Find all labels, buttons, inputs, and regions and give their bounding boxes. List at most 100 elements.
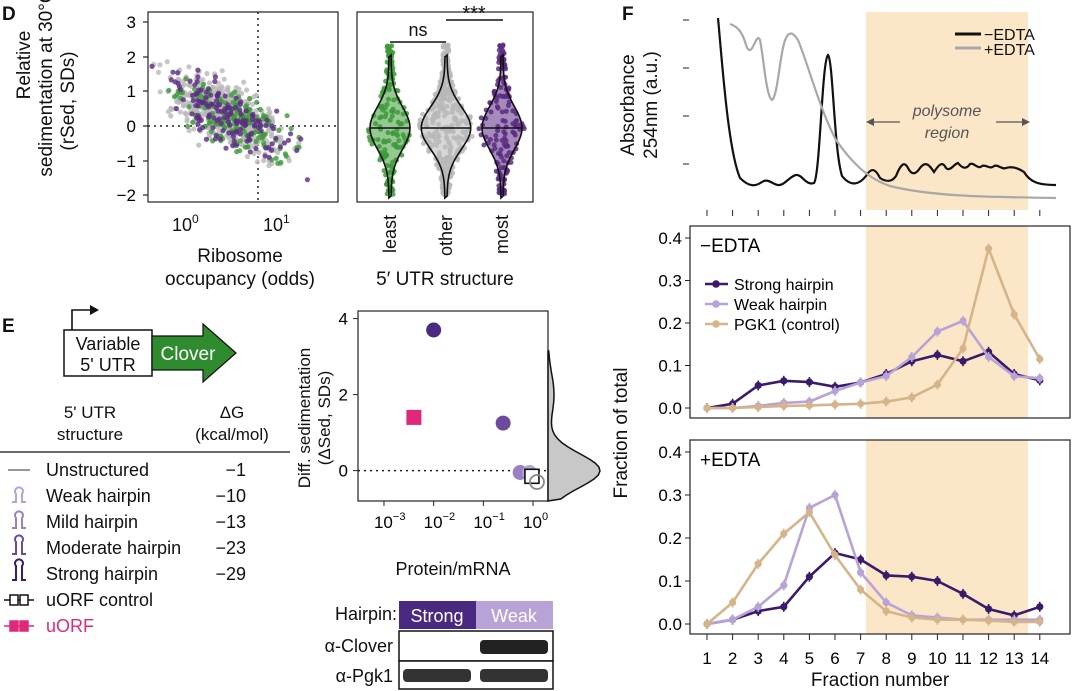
d-violin-shape — [481, 53, 523, 200]
d-scatter-point — [244, 87, 250, 93]
f-series-line — [707, 244, 1041, 410]
f-legend-label: Weak hairpin — [734, 297, 827, 314]
d-scatter-point — [173, 106, 179, 112]
d-cat-other: other — [436, 215, 456, 256]
e-table-row-name: Strong hairpin — [46, 564, 158, 584]
f-series-point — [780, 377, 788, 385]
f-polysome-shade — [866, 440, 1028, 634]
f-legend-plus: +EDTA — [984, 42, 1035, 59]
e-ylabel-2: (ΔSed, SDs) — [315, 371, 334, 466]
e-blot-weak: Weak — [491, 606, 538, 626]
d-sig-ns: ns — [408, 20, 427, 40]
f-legend-marker — [712, 320, 720, 328]
e-construct-box-2: 5' UTR — [80, 355, 135, 375]
f-series-point — [1036, 618, 1044, 626]
e-table-row-dg: −10 — [215, 486, 246, 506]
d-scatter-point — [253, 145, 259, 151]
d-scatter-point — [237, 131, 243, 137]
d-scatter-point — [233, 100, 239, 106]
d-violin-point — [369, 141, 375, 147]
f-ytick-label: 0.0 — [658, 615, 682, 634]
d-scatter-point — [217, 102, 223, 108]
f-series-point — [780, 581, 788, 589]
d-scatter-point — [206, 104, 212, 110]
e-xtick-label: 10−2 — [424, 511, 455, 532]
e-table-row-dg: −13 — [215, 512, 246, 532]
d-scatter-point — [197, 127, 203, 133]
d-violin-shape — [420, 53, 472, 200]
d-scatter-point — [231, 138, 237, 144]
e-point-moderate-hairpin — [495, 415, 511, 431]
d-scatter-point — [247, 149, 253, 155]
d-ytick-label: 3 — [127, 13, 136, 32]
e-point-strong-hairpin — [426, 322, 442, 338]
d-scatter-point — [247, 95, 253, 102]
d-scatter-point — [298, 136, 304, 142]
e-xlabel: Protein/mRNA — [395, 559, 510, 579]
panel-label-f: F — [622, 4, 634, 25]
f-panel-title: +EDTA — [700, 450, 761, 471]
f-legend-label: PGK1 (control) — [734, 317, 840, 334]
f-panel-title: −EDTA — [700, 236, 761, 257]
d-scatter-point — [192, 86, 198, 92]
d-scatter-point — [281, 140, 288, 146]
d-scatter-point — [174, 98, 180, 105]
d-scatter-point — [278, 159, 284, 165]
d-scatter-point — [237, 107, 243, 113]
f-ytick-label: 0.3 — [658, 272, 682, 291]
f-series-line — [706, 551, 1041, 626]
d-cat-least: least — [380, 215, 400, 253]
f-series-line — [707, 319, 1040, 410]
clover-arrow-icon — [151, 322, 237, 384]
d-scatter-point — [211, 115, 217, 121]
d-scatter-point — [274, 108, 280, 114]
f-trace-ylabel-1: Absorbance — [618, 54, 639, 155]
f-series-point — [754, 560, 762, 568]
weak-hairpin-icon — [12, 486, 26, 503]
d-scatter-point — [261, 158, 267, 164]
f-legend-minus: −EDTA — [984, 27, 1035, 44]
f-xtick-label: 14 — [1030, 649, 1049, 668]
d-scatter-point — [195, 98, 201, 104]
e-table-row-name: Unstructured — [46, 460, 149, 480]
e-marginal-density — [547, 350, 601, 502]
e-xtick-label: 10−3 — [374, 511, 405, 532]
d-scatter-point — [250, 101, 256, 107]
d-scatter-point — [225, 84, 231, 90]
d-violin-point — [448, 73, 453, 79]
d-scatter-point — [253, 92, 260, 98]
d-scatter-point — [204, 70, 210, 77]
d-scatter-point — [252, 122, 258, 128]
d-scatter-point — [198, 87, 204, 93]
f-ytick-label: 0.2 — [658, 314, 682, 333]
d-scatter-point — [270, 126, 276, 132]
d-scatter-point — [294, 147, 300, 153]
f-series-point — [703, 620, 711, 628]
strong-hairpin-icon — [12, 558, 26, 581]
d-scatter-point — [296, 140, 302, 146]
e-table-col1b: structure — [57, 425, 123, 444]
d-scatter-point — [220, 128, 226, 134]
d-scatter-point — [186, 104, 192, 110]
d-scatter-point — [157, 62, 163, 68]
e-table-col2: ΔG — [220, 403, 245, 422]
d-scatter-point — [155, 69, 162, 75]
d-scatter-point — [230, 143, 236, 149]
e-blot-label: Hairpin: — [335, 604, 397, 624]
d-scatter-point — [164, 59, 170, 65]
f-ytick-label: 0.4 — [658, 443, 682, 462]
d-scatter-point — [212, 78, 218, 85]
f-series-point — [959, 616, 967, 624]
f-series-point — [703, 404, 711, 412]
d-scatter-point — [218, 120, 224, 126]
f-series-point — [831, 401, 839, 409]
f-series-point — [729, 404, 737, 412]
d-scatter-point — [235, 118, 241, 124]
d-scatter-point — [210, 125, 216, 131]
d-scatter-point — [245, 144, 251, 150]
d-scatter-point — [268, 133, 274, 139]
f-series-point — [1036, 603, 1044, 611]
d-violin-point — [478, 115, 484, 121]
